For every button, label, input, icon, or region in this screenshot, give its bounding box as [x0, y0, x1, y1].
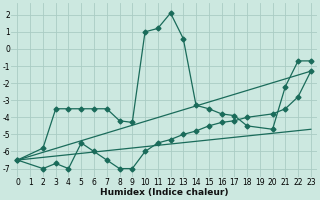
X-axis label: Humidex (Indice chaleur): Humidex (Indice chaleur)	[100, 188, 228, 197]
